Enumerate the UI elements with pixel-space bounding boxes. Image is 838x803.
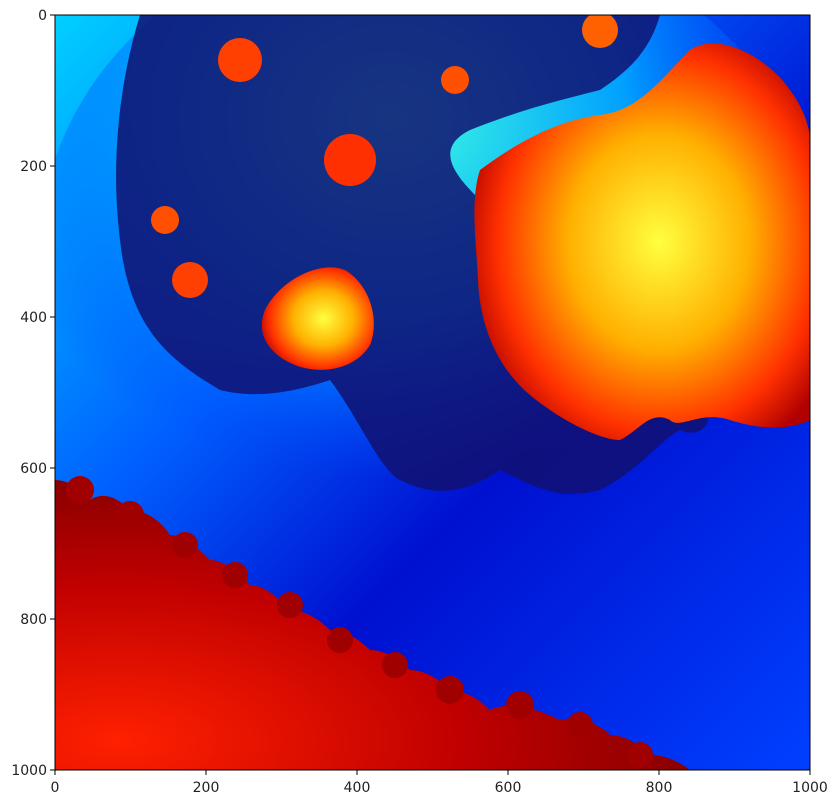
red-region-bulb-row (66, 476, 653, 768)
y-tick-label: 800 (20, 612, 47, 628)
x-tick-label: 800 (646, 780, 673, 796)
y-tick-label: 600 (20, 461, 47, 477)
x-tick-label: 1000 (792, 780, 828, 796)
lower-left-red-region (55, 480, 690, 770)
x-tick-label: 200 (193, 780, 220, 796)
small-bulb (441, 66, 469, 94)
x-tick-label: 400 (344, 780, 371, 796)
x-axis: 0 200 400 600 800 1000 (51, 770, 828, 796)
small-bulb (151, 206, 179, 234)
upper-right-bulb (474, 43, 810, 440)
small-bulb (324, 134, 376, 186)
y-tick-label: 400 (20, 310, 47, 326)
mid-bulb (261, 267, 374, 370)
small-bulb (172, 262, 208, 298)
small-bulb (582, 15, 618, 48)
small-bulb (218, 38, 262, 82)
y-tick-label: 0 (38, 8, 47, 24)
y-axis: 0 200 400 600 800 1000 (11, 8, 55, 779)
x-tick-label: 600 (495, 780, 522, 796)
plot-area (55, 15, 810, 770)
plot-frame (54, 14, 811, 771)
x-tick-label: 0 (51, 780, 60, 796)
y-tick-label: 1000 (11, 763, 47, 779)
y-tick-label: 200 (20, 159, 47, 175)
